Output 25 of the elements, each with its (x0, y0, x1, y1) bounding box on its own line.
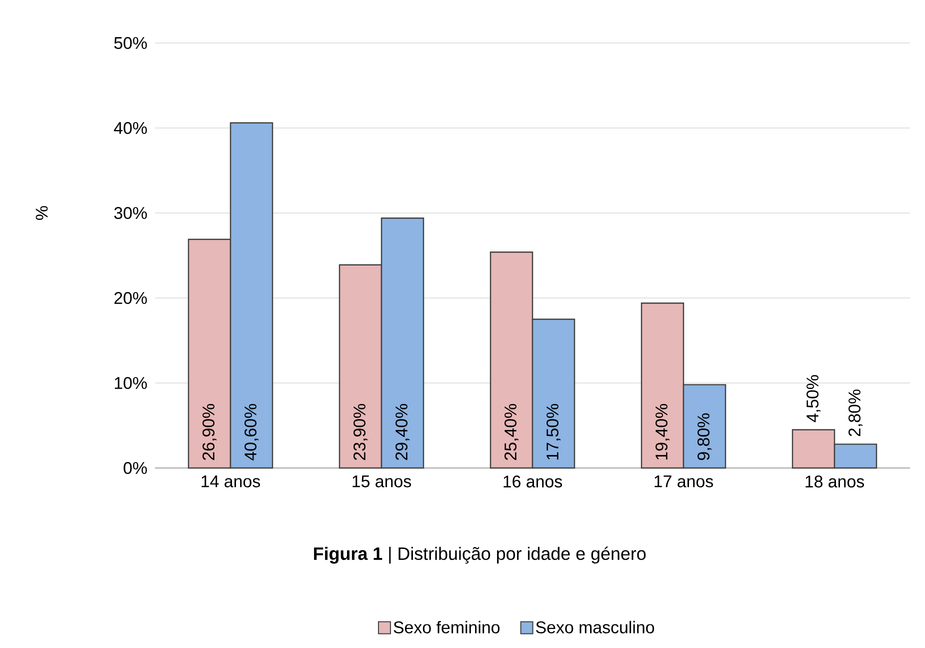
y-tick-label: 30% (114, 207, 147, 219)
data-label: 4,50% (806, 375, 821, 422)
data-label: 19,40% (656, 404, 670, 460)
x-tick-label: 17 anos (654, 476, 714, 488)
legend-label: Sexo masculino (536, 620, 654, 634)
data-label: 26,90% (202, 404, 217, 460)
data-label: 25,40% (504, 404, 519, 460)
data-label: 17,50% (546, 404, 561, 460)
y-tick-label: 40% (114, 122, 147, 134)
x-tick-label: 18 anos (806, 476, 864, 488)
data-label: 29,40% (396, 404, 410, 460)
data-label: 40,60% (244, 404, 259, 460)
legend-label: Sexo feminino (394, 620, 500, 634)
x-tick-label: 16 anos (504, 476, 562, 488)
data-label: 23,90% (354, 404, 368, 460)
data-label: 9,80% (698, 413, 712, 460)
y-tick-label: 10% (114, 377, 147, 389)
y-tick-label: 20% (114, 292, 147, 304)
x-tick-label: 14 anos (202, 476, 260, 488)
text: Figura 1 | Distribuição por idade e género (314, 546, 646, 564)
data-label: 2,80% (848, 390, 863, 436)
y-axis-title: % (36, 206, 48, 220)
y-tick-label: 50% (114, 37, 147, 49)
x-tick-label: 15 anos (352, 476, 411, 488)
y-tick-label: 0% (124, 462, 147, 474)
